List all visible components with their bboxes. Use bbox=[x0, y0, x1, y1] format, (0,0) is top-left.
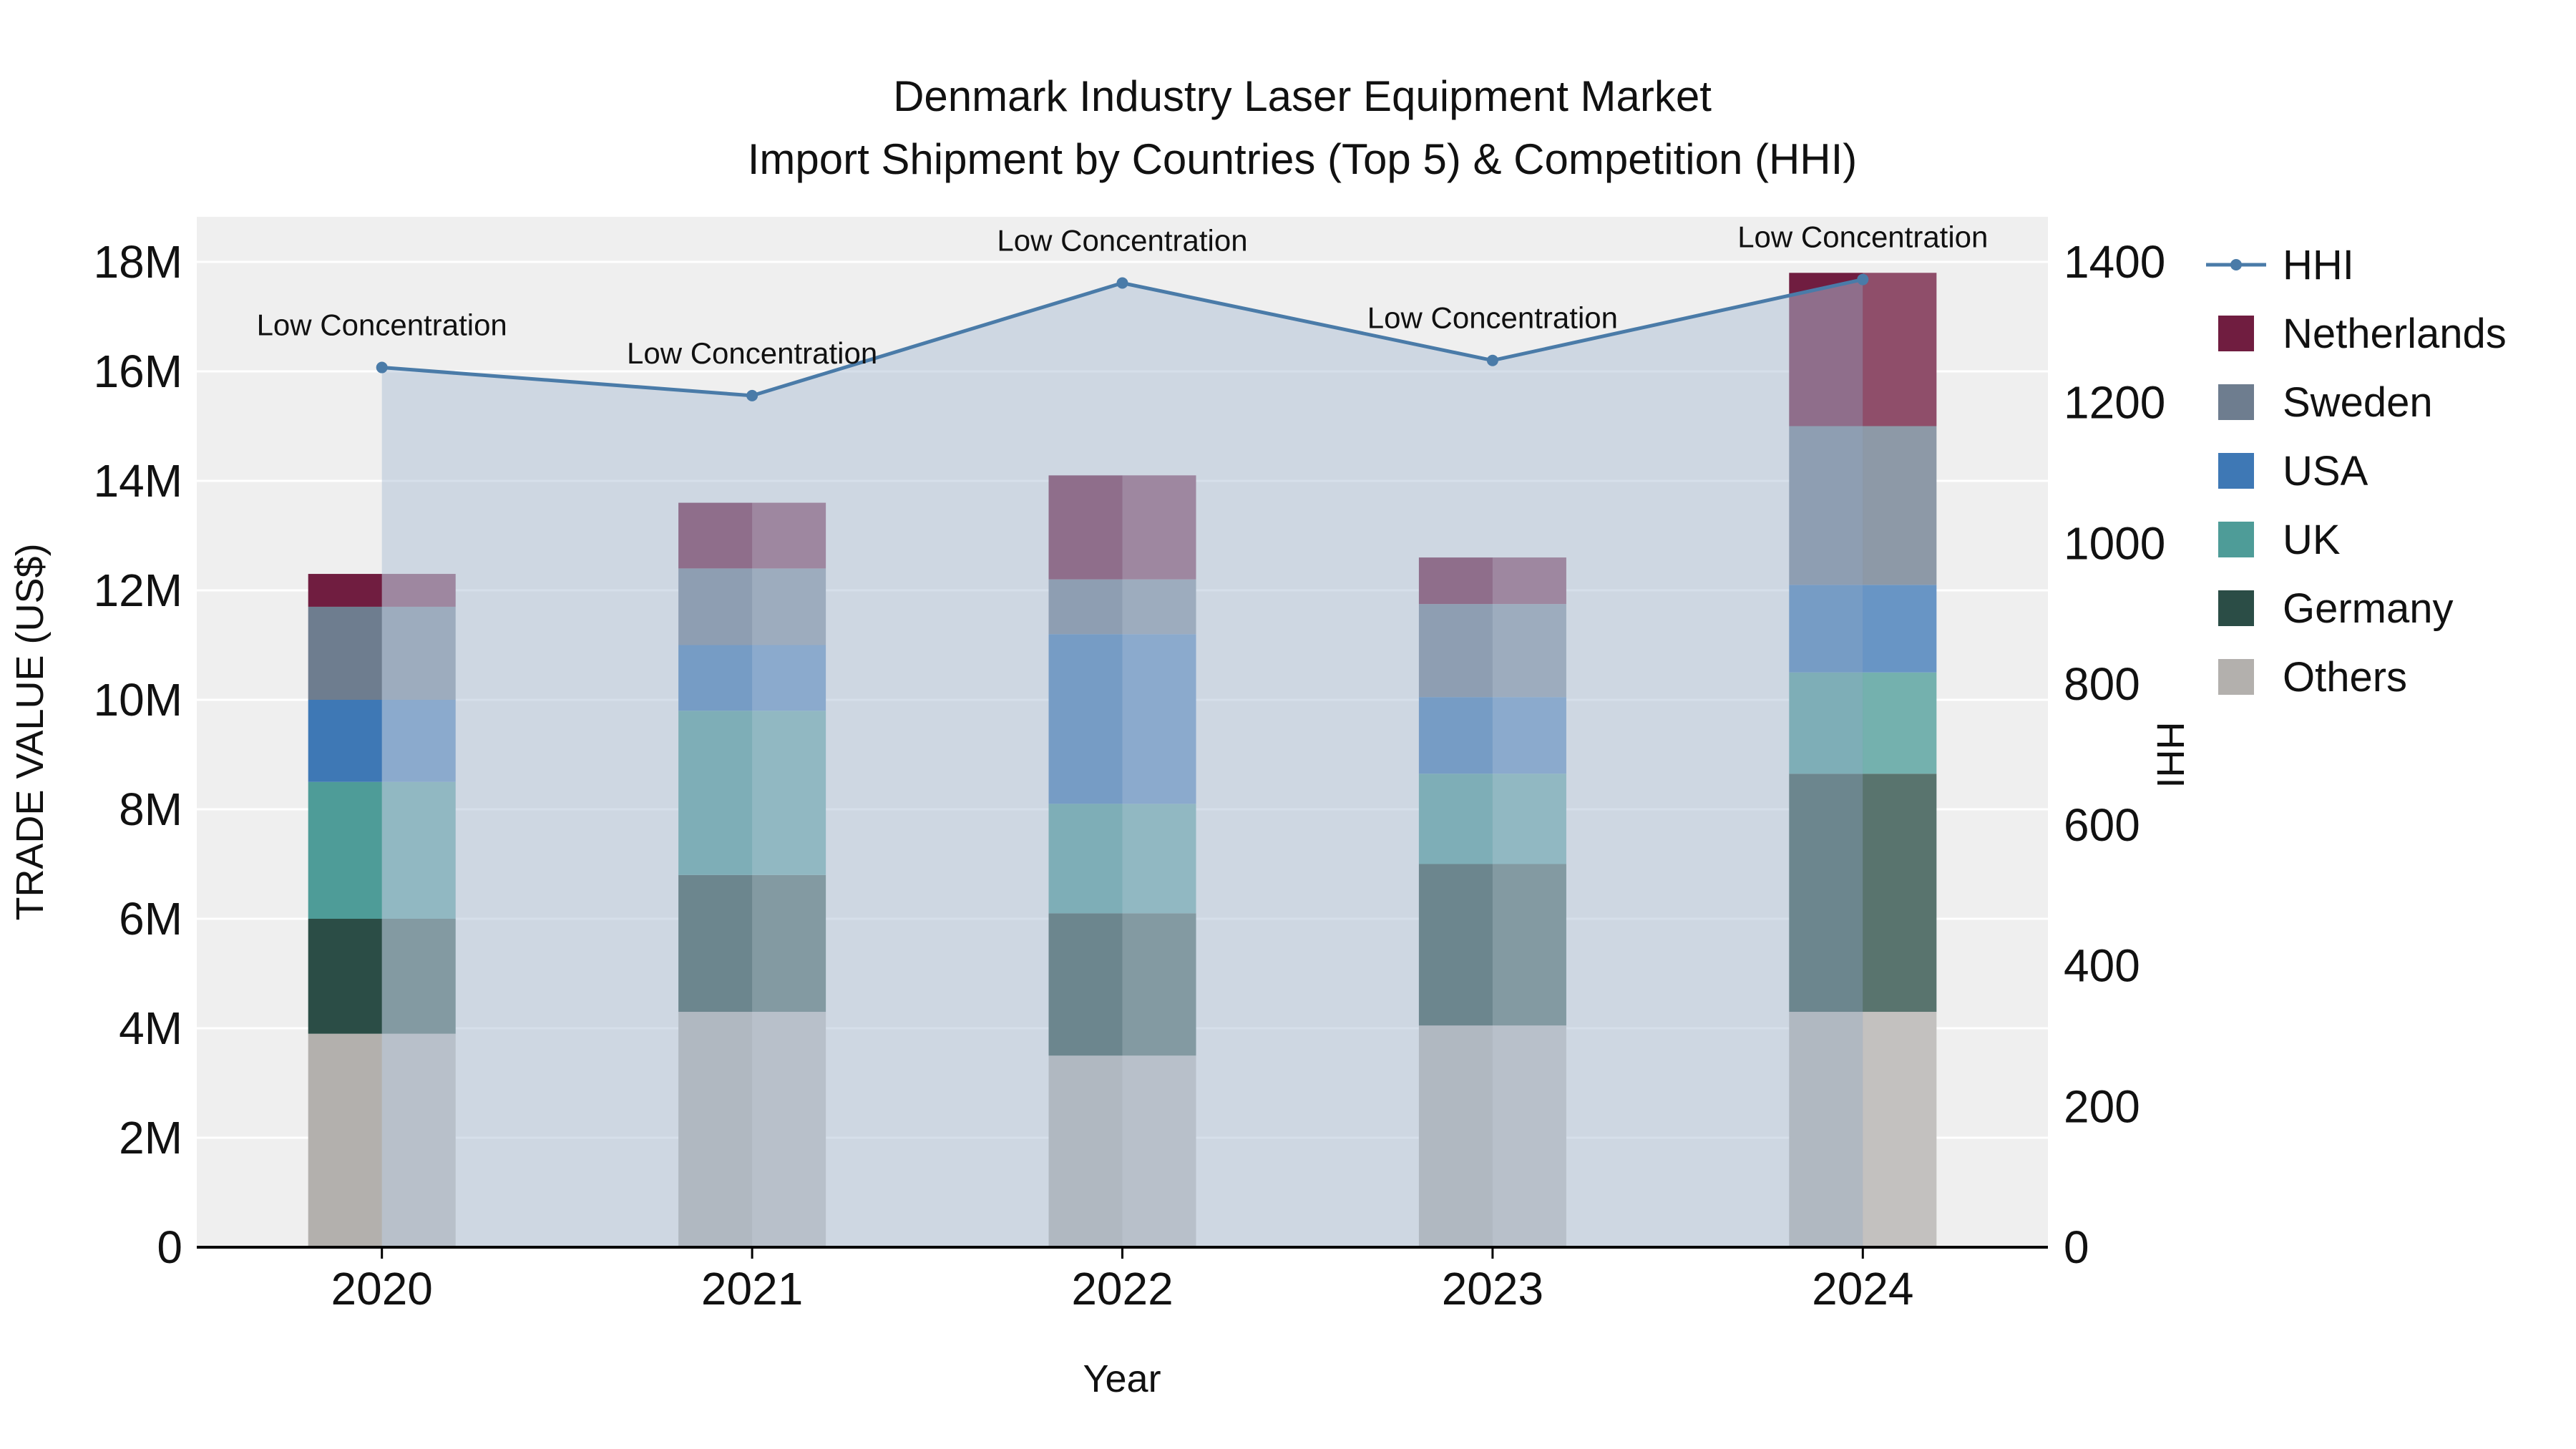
chart-title-line2: Import Shipment by Countries (Top 5) & C… bbox=[748, 135, 1858, 183]
hhi-area-fill bbox=[381, 279, 1863, 1247]
y-left-tick-14M: 14M bbox=[94, 455, 183, 507]
y-left-tick-12M: 12M bbox=[94, 565, 183, 616]
y-right-tick-0: 0 bbox=[2064, 1221, 2089, 1273]
legend-label: UK bbox=[2283, 517, 2341, 563]
hhi-marker-2022 bbox=[1116, 277, 1128, 289]
x-axis-title: Year bbox=[1083, 1357, 1161, 1400]
legend-label: Sweden bbox=[2283, 379, 2433, 426]
annotation-2020: Low Concentration bbox=[257, 308, 507, 342]
bar-highlight bbox=[1863, 273, 1937, 1247]
legend-label: Netherlands bbox=[2283, 311, 2507, 357]
y-left-tick-2M: 2M bbox=[119, 1112, 182, 1163]
legend-item-uk: UK bbox=[2218, 517, 2341, 563]
y-left-tick-16M: 16M bbox=[94, 346, 183, 397]
legend-swatch bbox=[2218, 453, 2254, 489]
legend-swatch bbox=[2218, 384, 2254, 420]
x-tick-2021: 2021 bbox=[701, 1263, 803, 1314]
hhi-marker-2021 bbox=[746, 389, 758, 401]
plot-area: Low Concentration Low Concentration Low Co… bbox=[94, 217, 2165, 1314]
annotation-2023: Low Concentration bbox=[1367, 301, 1618, 335]
chart-title-line1: Denmark Industry Laser Equipment Market bbox=[893, 72, 1712, 120]
legend-swatch bbox=[2218, 659, 2254, 695]
legend: HHI Netherlands Sweden USA UK Germany Others bbox=[2206, 242, 2507, 701]
y-right-tick-600: 600 bbox=[2064, 799, 2140, 851]
y-left-tick-18M: 18M bbox=[94, 236, 183, 288]
y-left-tick-6M: 6M bbox=[119, 893, 182, 945]
legend-label: Germany bbox=[2283, 585, 2454, 632]
legend-item-germany: Germany bbox=[2218, 585, 2454, 632]
legend-label: USA bbox=[2283, 448, 2368, 494]
right-axis-title: HHI bbox=[2149, 722, 2192, 789]
y-right-tick-400: 400 bbox=[2064, 940, 2140, 992]
annotation-2022: Low Concentration bbox=[997, 224, 1247, 258]
hhi-marker-2024 bbox=[1857, 273, 1869, 286]
y-right-tick-1000: 1000 bbox=[2064, 517, 2165, 569]
hhi-marker-2020 bbox=[376, 361, 388, 374]
y-right-tick-1400: 1400 bbox=[2064, 236, 2165, 288]
legend-item-netherlands: Netherlands bbox=[2218, 311, 2507, 357]
legend-item-sweden: Sweden bbox=[2218, 379, 2433, 426]
y-left-tick-10M: 10M bbox=[94, 674, 183, 726]
legend-swatch bbox=[2218, 590, 2254, 626]
legend-item-others: Others bbox=[2218, 654, 2407, 701]
y-left-tick-0: 0 bbox=[157, 1221, 182, 1273]
annotation-2021: Low Concentration bbox=[627, 336, 877, 370]
y-axis-title: TRADE VALUE (US$) bbox=[9, 543, 52, 920]
legend-label: Others bbox=[2283, 654, 2407, 701]
y-left-tick-8M: 8M bbox=[119, 784, 182, 835]
x-tick-2022: 2022 bbox=[1071, 1263, 1173, 1314]
y-right-tick-200: 200 bbox=[2064, 1080, 2140, 1132]
legend-line-marker bbox=[2230, 259, 2242, 270]
legend-item-usa: USA bbox=[2218, 448, 2368, 494]
x-tick-2020: 2020 bbox=[331, 1263, 433, 1314]
y-right-tick-1200: 1200 bbox=[2064, 377, 2165, 429]
y-left-tick-4M: 4M bbox=[119, 1002, 182, 1054]
legend-swatch bbox=[2218, 522, 2254, 557]
hhi-marker-2023 bbox=[1486, 354, 1498, 366]
x-tick-2023: 2023 bbox=[1442, 1263, 1543, 1314]
legend-item-hhi: HHI bbox=[2206, 242, 2354, 288]
annotation-2024: Low Concentration bbox=[1737, 220, 1988, 254]
legend-swatch bbox=[2218, 316, 2254, 351]
legend-label: HHI bbox=[2283, 242, 2354, 288]
y-right-tick-800: 800 bbox=[2064, 658, 2140, 710]
x-tick-2024: 2024 bbox=[1812, 1263, 1913, 1314]
